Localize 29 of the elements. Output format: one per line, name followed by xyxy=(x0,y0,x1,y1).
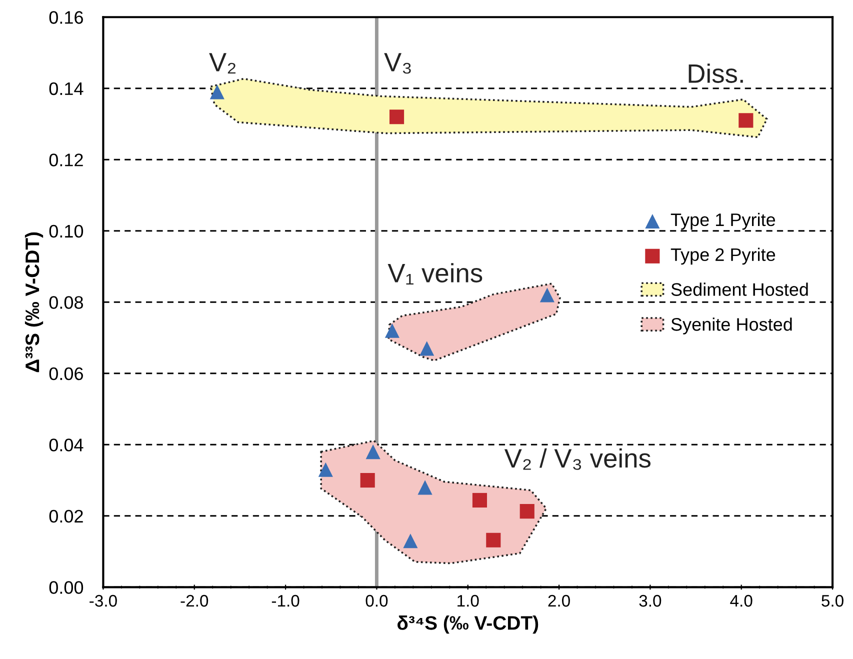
y-tick-label: 0.02 xyxy=(49,510,83,523)
x-tick-label: 4.0 xyxy=(730,594,752,607)
annotation: V₁ veins xyxy=(388,263,482,284)
x-tick-label: 2.0 xyxy=(548,594,570,607)
y-tick-label: 0.16 xyxy=(49,11,83,24)
y-axis-title: Δ³³S (‰ V-CDT) xyxy=(24,232,44,372)
y-tick-label: 0.10 xyxy=(49,224,84,238)
x-tick-label: 0.0 xyxy=(366,594,388,607)
y-tick-label: 0.04 xyxy=(49,438,84,452)
annotation: V₂ / V₃ veins xyxy=(504,448,651,470)
annotation: V₃ xyxy=(384,53,411,74)
y-tick-label: 0.12 xyxy=(49,154,83,166)
x-tick-label: -1.0 xyxy=(272,594,300,607)
y-tick-label: 0.08 xyxy=(49,296,83,309)
x-tick-label: 1.0 xyxy=(458,594,479,607)
legend-label: Sediment Hosted xyxy=(671,282,808,296)
legend-label: Type 1 Pyrite xyxy=(670,212,776,230)
x-tick-label: 5.0 xyxy=(822,594,844,607)
legend-label: Syenite Hosted xyxy=(671,318,792,334)
x-axis-title: δ³⁴S (‰ V-CDT) xyxy=(397,616,538,634)
x-tick-label: -2.0 xyxy=(180,594,208,607)
y-tick-label: 0.00 xyxy=(49,581,84,594)
annotation: Diss. xyxy=(688,64,743,83)
x-tick-label: 3.0 xyxy=(639,594,662,607)
y-tick-label: 0.06 xyxy=(49,367,83,380)
x-tick-label: -3.0 xyxy=(90,594,117,607)
legend-label: Type 2 Pyrite xyxy=(670,248,776,265)
annotation: V₂ xyxy=(209,53,236,74)
y-tick-label: 0.14 xyxy=(49,82,84,96)
